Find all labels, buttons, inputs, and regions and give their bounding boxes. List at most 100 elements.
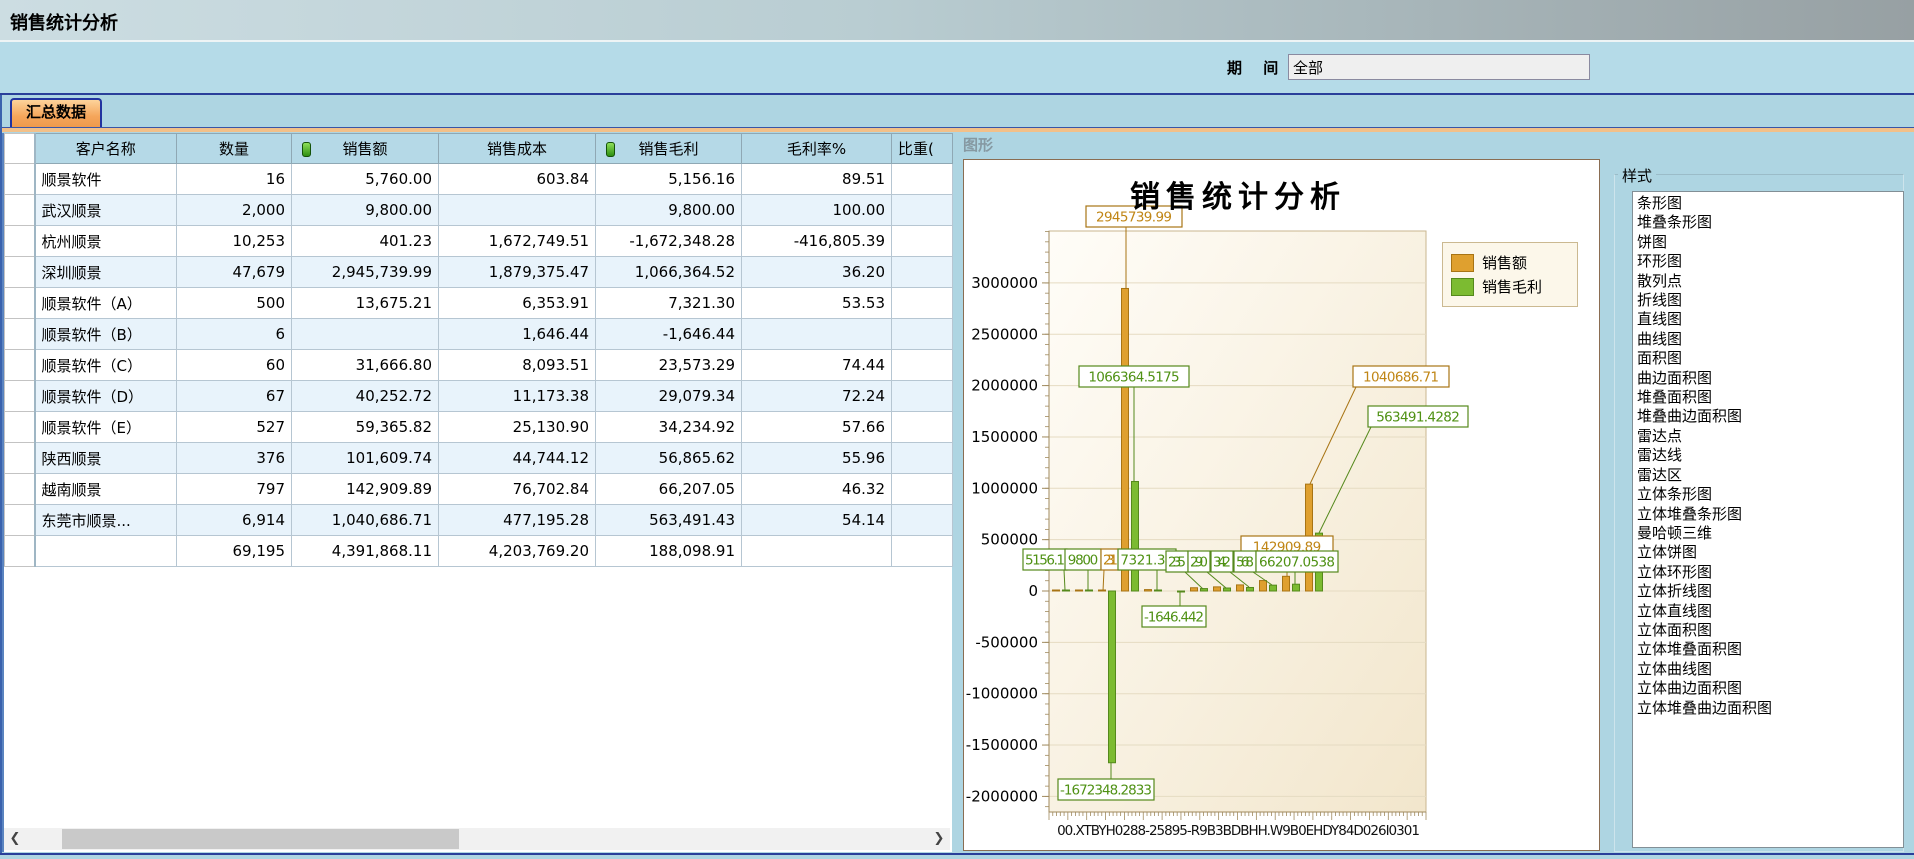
value-cell[interactable]: 23,573.29 <box>595 349 742 381</box>
row-indicator[interactable] <box>4 287 36 319</box>
value-cell[interactable] <box>891 380 953 412</box>
style-list-item[interactable]: 雷达点 <box>1637 426 1683 445</box>
value-cell[interactable]: 56,865.62 <box>595 442 742 474</box>
value-cell[interactable]: 36.20 <box>741 256 892 288</box>
value-cell[interactable]: 66,207.05 <box>595 473 742 505</box>
value-cell[interactable]: 1,672,749.51 <box>438 225 596 257</box>
value-cell[interactable] <box>891 256 953 288</box>
customer-name-cell[interactable]: 越南顺景 <box>34 473 177 505</box>
value-cell[interactable]: 563,491.43 <box>595 504 742 536</box>
value-cell[interactable] <box>891 163 953 195</box>
horizontal-scrollbar[interactable]: ❮ ❯ <box>4 828 950 850</box>
value-cell[interactable]: 44,744.12 <box>438 442 596 474</box>
row-indicator[interactable] <box>4 225 36 257</box>
style-list-item[interactable]: 曲边面积图 <box>1637 368 1713 387</box>
chart-style-listbox[interactable]: 条形图 堆叠条形图 饼图 环形图 散列点 折线图 直线图 曲线图 面积图 曲边面积图 堆叠面积图 堆叠… <box>1632 191 1904 848</box>
value-cell[interactable]: 74.44 <box>741 349 892 381</box>
value-cell[interactable]: 59,365.82 <box>291 411 439 443</box>
value-cell[interactable] <box>891 411 953 443</box>
value-cell[interactable]: 797 <box>176 473 292 505</box>
value-cell[interactable]: 57.66 <box>741 411 892 443</box>
style-list-item[interactable]: 立体条形图 <box>1637 485 1713 504</box>
value-cell[interactable] <box>891 442 953 474</box>
value-cell[interactable]: 100.00 <box>741 194 892 226</box>
style-list-item[interactable]: 饼图 <box>1637 232 1668 251</box>
value-cell[interactable]: -1,646.44 <box>595 318 742 350</box>
column-header[interactable]: 销售额 <box>291 133 439 164</box>
value-cell[interactable]: 1,040,686.71 <box>291 504 439 536</box>
value-cell[interactable]: 69,195 <box>176 535 292 567</box>
value-cell[interactable]: 53.53 <box>741 287 892 319</box>
style-list-item[interactable]: 立体环形图 <box>1637 562 1713 581</box>
value-cell[interactable]: 8,093.51 <box>438 349 596 381</box>
customer-name-cell[interactable] <box>34 535 177 567</box>
column-header[interactable]: 客户名称 <box>34 133 177 164</box>
value-cell[interactable]: 34,234.92 <box>595 411 742 443</box>
value-cell[interactable]: 9,800.00 <box>595 194 742 226</box>
scroll-right-icon[interactable]: ❯ <box>933 831 945 846</box>
value-cell[interactable] <box>891 225 953 257</box>
value-cell[interactable]: 500 <box>176 287 292 319</box>
period-input[interactable] <box>1288 54 1590 80</box>
value-cell[interactable]: 60 <box>176 349 292 381</box>
style-list-item[interactable]: 立体堆叠曲边面积图 <box>1637 698 1773 717</box>
customer-name-cell[interactable]: 东莞市顺景... <box>34 504 177 536</box>
value-cell[interactable]: 10,253 <box>176 225 292 257</box>
value-cell[interactable]: 55.96 <box>741 442 892 474</box>
style-list-item[interactable]: 堆叠曲边面积图 <box>1637 407 1743 426</box>
scroll-left-icon[interactable]: ❮ <box>9 831 21 846</box>
value-cell[interactable] <box>891 473 953 505</box>
value-cell[interactable]: 31,666.80 <box>291 349 439 381</box>
value-cell[interactable]: 6 <box>176 318 292 350</box>
value-cell[interactable]: 89.51 <box>741 163 892 195</box>
value-cell[interactable]: 1,066,364.52 <box>595 256 742 288</box>
value-cell[interactable]: 477,195.28 <box>438 504 596 536</box>
style-list-item[interactable]: 条形图 <box>1637 194 1683 212</box>
style-list-item[interactable]: 雷达线 <box>1637 446 1683 465</box>
style-list-item[interactable]: 堆叠面积图 <box>1637 388 1713 407</box>
column-header[interactable]: 销售毛利 <box>595 133 742 164</box>
style-list-item[interactable]: 立体曲线图 <box>1637 659 1713 678</box>
value-cell[interactable]: 401.23 <box>291 225 439 257</box>
row-indicator[interactable] <box>4 535 36 567</box>
customer-name-cell[interactable]: 武汉顺景 <box>34 194 177 226</box>
value-cell[interactable]: 16 <box>176 163 292 195</box>
customer-name-cell[interactable]: 顺景软件（D） <box>34 380 177 412</box>
value-cell[interactable]: 1,646.44 <box>438 318 596 350</box>
value-cell[interactable] <box>741 318 892 350</box>
value-cell[interactable]: 40,252.72 <box>291 380 439 412</box>
value-cell[interactable] <box>438 194 596 226</box>
value-cell[interactable]: 76,702.84 <box>438 473 596 505</box>
customer-name-cell[interactable]: 顺景软件（C） <box>34 349 177 381</box>
value-cell[interactable]: 1,879,375.47 <box>438 256 596 288</box>
value-cell[interactable]: 25,130.90 <box>438 411 596 443</box>
value-cell[interactable]: -416,805.39 <box>741 225 892 257</box>
customer-name-cell[interactable]: 顺景软件 <box>34 163 177 195</box>
row-indicator[interactable] <box>4 504 36 536</box>
value-cell[interactable]: 72.24 <box>741 380 892 412</box>
value-cell[interactable]: 47,679 <box>176 256 292 288</box>
value-cell[interactable]: 67 <box>176 380 292 412</box>
value-cell[interactable]: 2,945,739.99 <box>291 256 439 288</box>
style-list-item[interactable]: 立体堆叠条形图 <box>1637 504 1743 523</box>
value-cell[interactable]: 603.84 <box>438 163 596 195</box>
value-cell[interactable] <box>291 318 439 350</box>
value-cell[interactable] <box>891 318 953 350</box>
style-list-item[interactable]: 立体堆叠面积图 <box>1637 640 1743 659</box>
value-cell[interactable] <box>741 535 892 567</box>
value-cell[interactable]: 376 <box>176 442 292 474</box>
value-cell[interactable]: 6,353.91 <box>438 287 596 319</box>
customer-name-cell[interactable]: 深圳顺景 <box>34 256 177 288</box>
style-list-item[interactable]: 雷达区 <box>1637 465 1683 484</box>
value-cell[interactable]: 7,321.30 <box>595 287 742 319</box>
style-list-item[interactable]: 堆叠条形图 <box>1637 213 1713 232</box>
style-list-item[interactable]: 面积图 <box>1637 349 1683 368</box>
value-cell[interactable] <box>891 349 953 381</box>
row-indicator[interactable] <box>4 256 36 288</box>
value-cell[interactable] <box>891 504 953 536</box>
row-indicator[interactable] <box>4 380 36 412</box>
customer-name-cell[interactable]: 顺景软件（E） <box>34 411 177 443</box>
style-list-item[interactable]: 立体饼图 <box>1637 543 1698 562</box>
column-header[interactable]: 销售成本 <box>438 133 596 164</box>
style-list-item[interactable]: 曼哈顿三维 <box>1637 523 1713 542</box>
